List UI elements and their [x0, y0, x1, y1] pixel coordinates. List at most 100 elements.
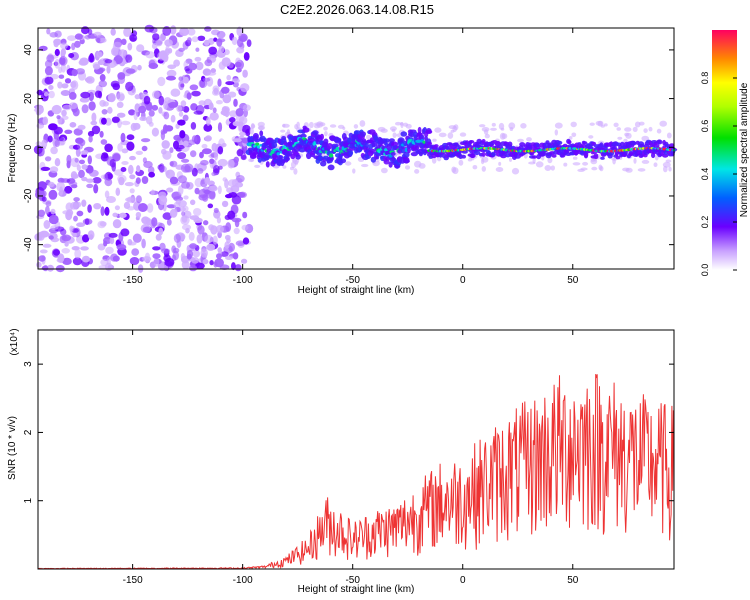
- noise-blob: [216, 253, 222, 259]
- halo-blob: [526, 137, 532, 142]
- noise-blob: [216, 38, 223, 47]
- noise-blob: [148, 110, 155, 117]
- noise-blob: [214, 150, 219, 161]
- noise-blob: [75, 68, 85, 75]
- noise-blob: [146, 203, 154, 213]
- noise-blob: [74, 249, 82, 259]
- noise-blob: [208, 46, 218, 55]
- noise-blob: [166, 204, 176, 209]
- noise-blob: [136, 165, 141, 173]
- band-blob: [462, 150, 468, 154]
- noise-blob: [176, 104, 183, 113]
- noise-blob: [117, 143, 123, 152]
- chart-title: C2E2.2026.063.14.08.R15: [280, 2, 434, 17]
- band-blob: [418, 151, 423, 157]
- halo-blob: [359, 120, 366, 127]
- noise-blob: [64, 129, 73, 134]
- noise-blob: [190, 122, 197, 130]
- noise-blob: [221, 57, 231, 67]
- noise-blob: [160, 130, 166, 141]
- halo-blob: [600, 124, 605, 128]
- noise-blob: [104, 190, 110, 199]
- band-blob: [556, 140, 563, 145]
- noise-blob: [128, 164, 134, 175]
- noise-blob: [232, 121, 241, 127]
- noise-blob: [99, 74, 106, 82]
- noise-blob: [231, 78, 240, 84]
- halo-blob: [438, 132, 447, 138]
- noise-blob: [217, 158, 228, 167]
- noise-blob: [244, 129, 251, 137]
- halo-blob: [625, 132, 632, 139]
- noise-blob: [82, 255, 90, 263]
- noise-blob: [93, 183, 99, 194]
- noise-blob: [191, 167, 198, 177]
- noise-blob: [153, 257, 160, 267]
- halo-blob: [595, 120, 603, 126]
- colorbar-ticks: 0.0 0.2 0.4 0.6 0.8: [700, 72, 737, 276]
- noise-blob: [42, 243, 52, 248]
- halo-blob: [450, 129, 455, 133]
- noise-blob: [48, 214, 59, 225]
- noise-blob: [234, 264, 242, 272]
- noise-blob: [181, 211, 186, 217]
- noise-blob: [195, 47, 200, 52]
- noise-blob: [124, 182, 134, 187]
- band-blob: [348, 149, 354, 156]
- y-tick-label: 40: [23, 44, 34, 56]
- band-blob: [433, 144, 439, 148]
- noise-blob: [182, 114, 189, 122]
- halo-blob: [389, 126, 397, 131]
- halo-blob: [376, 158, 380, 163]
- band-blob: [328, 156, 334, 162]
- y-tick-label: -40: [23, 237, 34, 252]
- noise-blob: [93, 63, 101, 70]
- noise-blob: [73, 128, 83, 136]
- band-blob: [327, 164, 335, 171]
- noise-blob: [194, 56, 202, 62]
- noise-blob: [146, 115, 153, 125]
- noise-blob: [204, 59, 213, 67]
- halo-blob: [342, 126, 346, 130]
- noise-blob: [48, 181, 55, 188]
- noise-blob: [212, 85, 220, 93]
- noise-blob: [206, 243, 216, 251]
- band-core-blob: [415, 139, 422, 143]
- noise-blob: [107, 173, 114, 180]
- halo-blob: [313, 124, 321, 129]
- halo-blob: [361, 163, 369, 168]
- noise-blob: [152, 246, 161, 251]
- noise-blob: [129, 257, 140, 265]
- noise-blob: [242, 104, 251, 111]
- noise-blob: [54, 48, 60, 57]
- halo-blob: [563, 162, 568, 167]
- halo-blob: [612, 157, 616, 165]
- noise-blob: [64, 185, 73, 194]
- noise-blob: [120, 167, 127, 172]
- noise-blob: [75, 147, 81, 157]
- noise-blob: [112, 153, 121, 162]
- noise-blob: [158, 95, 165, 106]
- noise-blob: [202, 259, 209, 265]
- noise-blob: [44, 76, 54, 85]
- noise-blob: [72, 257, 82, 266]
- halo-blob: [547, 157, 553, 164]
- noise-blob: [86, 178, 94, 183]
- noise-blob: [201, 143, 208, 149]
- noise-blob: [189, 84, 199, 91]
- snr-x-ticks: -150 -100 -50 0 50: [123, 330, 579, 586]
- band-blob: [295, 154, 301, 160]
- noise-blob: [232, 252, 239, 260]
- noise-blob: [186, 92, 192, 100]
- band-blob: [390, 152, 396, 156]
- noise-blob: [130, 122, 137, 132]
- halo-blob: [324, 131, 328, 137]
- noise-blob: [232, 138, 242, 143]
- noise-blob: [110, 28, 116, 36]
- noise-blob: [216, 216, 221, 224]
- noise-blob: [60, 48, 67, 56]
- noise-blob: [213, 207, 219, 214]
- noise-blob: [134, 94, 140, 100]
- halo-blob: [491, 122, 496, 127]
- x-tick-label: -150: [123, 575, 143, 586]
